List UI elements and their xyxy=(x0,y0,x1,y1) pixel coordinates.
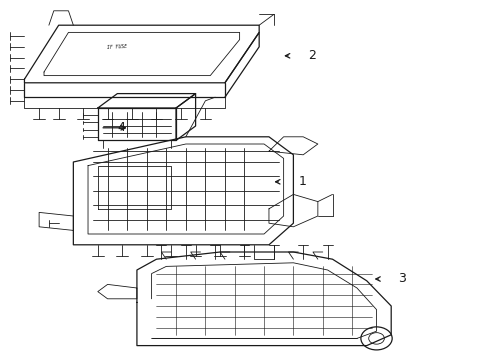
Text: 1: 1 xyxy=(298,175,305,188)
Text: IF FUSE: IF FUSE xyxy=(107,44,127,50)
Text: 3: 3 xyxy=(398,273,406,285)
Text: 2: 2 xyxy=(307,49,315,62)
Text: 4: 4 xyxy=(117,121,125,134)
